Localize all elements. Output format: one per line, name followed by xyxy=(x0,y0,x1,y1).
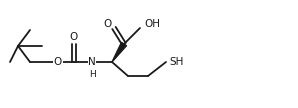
Text: N: N xyxy=(88,57,96,67)
Text: H: H xyxy=(89,70,95,79)
Text: OH: OH xyxy=(144,19,160,29)
Polygon shape xyxy=(112,42,126,62)
Text: O: O xyxy=(104,19,112,29)
Text: O: O xyxy=(54,57,62,67)
Text: O: O xyxy=(70,32,78,42)
Text: SH: SH xyxy=(169,57,183,67)
